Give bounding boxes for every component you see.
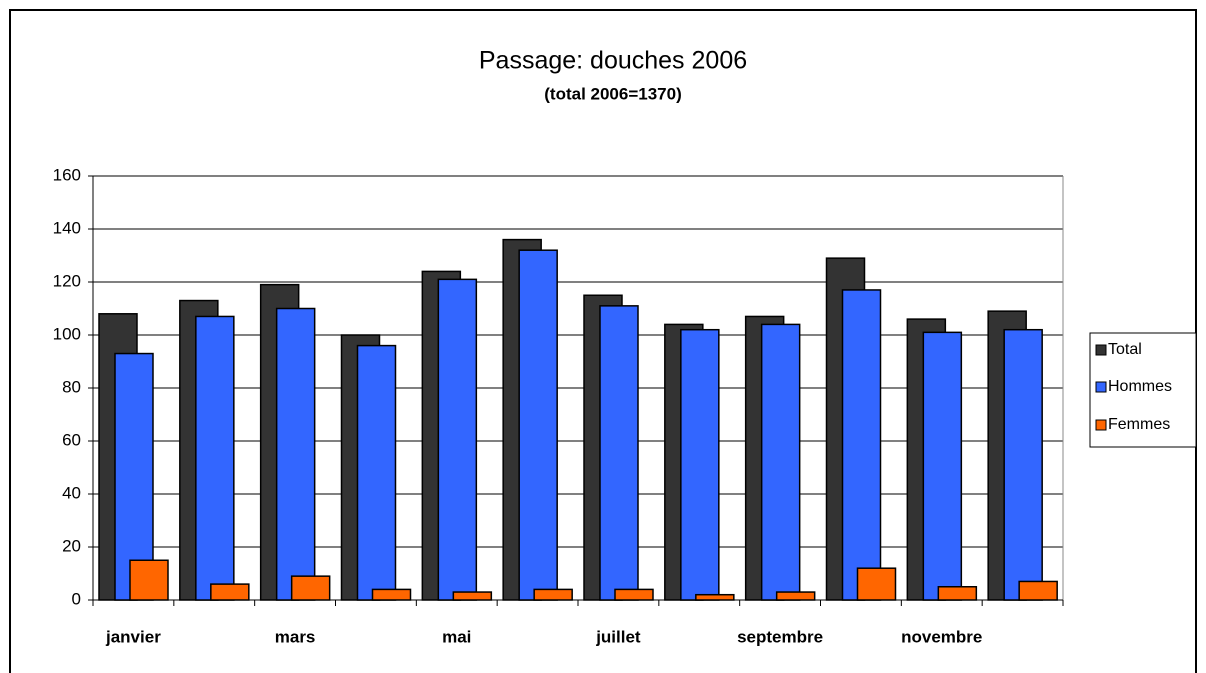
- bar: [680, 328, 720, 601]
- legend-label: Femmes: [1108, 416, 1170, 433]
- y-tick-label: 20: [62, 536, 81, 555]
- bar: [775, 591, 816, 601]
- bar: [922, 331, 963, 601]
- bar: [195, 315, 235, 601]
- y-tick-label: 40: [62, 483, 81, 502]
- x-tick-label: mai: [442, 627, 471, 646]
- bar: [841, 289, 882, 601]
- y-tick-label: 80: [62, 377, 81, 396]
- y-tick-label: 0: [72, 589, 81, 608]
- y-tick-label: 160: [53, 165, 81, 184]
- x-tick-label: septembre: [737, 627, 823, 646]
- bar: [614, 588, 654, 601]
- x-tick-label: juillet: [595, 627, 641, 646]
- chart-subtitle: (total 2006=1370): [544, 84, 682, 103]
- bar: [856, 567, 897, 601]
- y-tick-label: 60: [62, 430, 81, 449]
- bar: [437, 278, 478, 601]
- bar: [371, 588, 412, 601]
- legend-swatch: [1095, 419, 1107, 431]
- bar: [210, 583, 250, 601]
- bar: [356, 344, 397, 601]
- bar: [518, 249, 558, 601]
- y-tick-label: 140: [53, 218, 81, 237]
- legend-swatch: [1095, 381, 1107, 393]
- x-tick-label: mars: [275, 627, 316, 646]
- bar: [1018, 580, 1058, 601]
- bar: [760, 323, 801, 601]
- bar: [1003, 328, 1043, 601]
- bar: [275, 307, 316, 601]
- legend-label: Total: [1108, 341, 1142, 358]
- bar: [695, 593, 735, 601]
- x-tick-label: janvier: [105, 627, 161, 646]
- bar: [599, 305, 639, 601]
- bar: [533, 588, 573, 601]
- x-tick-label: novembre: [901, 627, 982, 646]
- legend-box: [1089, 332, 1197, 448]
- bar: [937, 586, 978, 601]
- y-tick-label: 100: [53, 324, 81, 343]
- legend-label: Hommes: [1108, 378, 1172, 395]
- bar: [129, 559, 169, 601]
- bar: [290, 575, 331, 601]
- legend-swatch: [1095, 344, 1107, 356]
- bar: [452, 591, 493, 601]
- chart-title: Passage: douches 2006: [479, 47, 747, 75]
- y-tick-label: 120: [53, 271, 81, 290]
